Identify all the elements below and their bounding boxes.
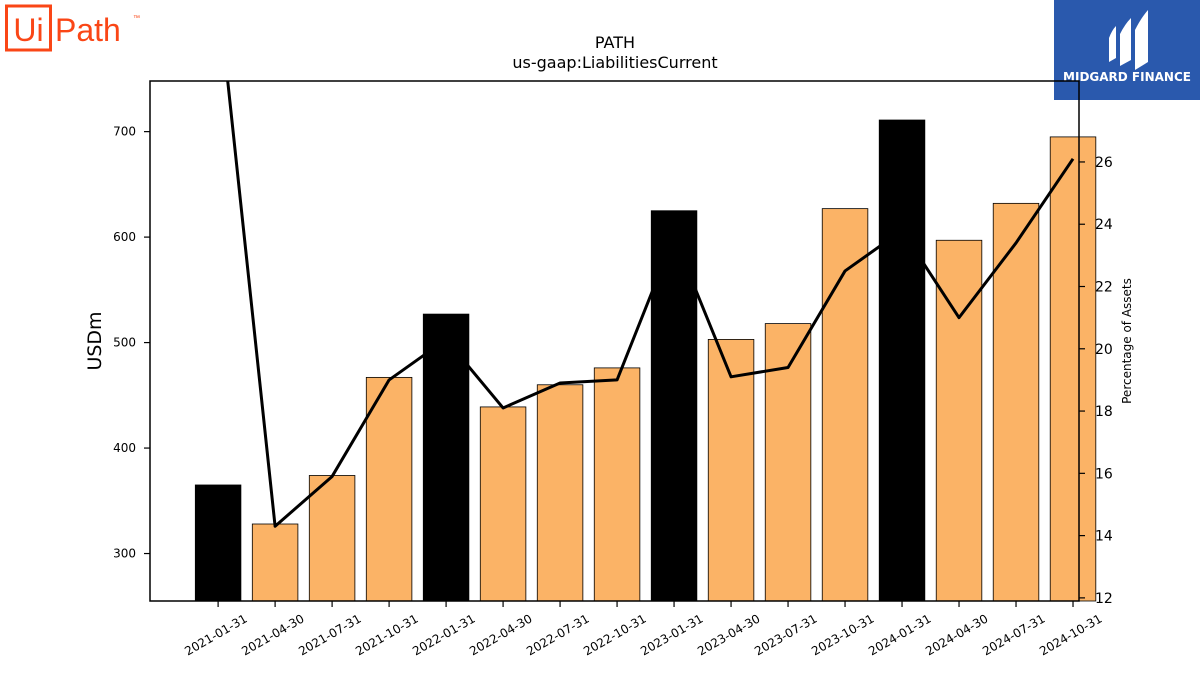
chart-title: PATH xyxy=(595,33,635,52)
x-tick-label: 2021-07-31 xyxy=(296,611,363,658)
percentage-of-assets-line xyxy=(226,81,1075,528)
x-tick-label: 2024-10-31 xyxy=(1037,611,1104,658)
y2-tick-label: 16 xyxy=(1095,466,1113,482)
x-tick-label: 2023-07-31 xyxy=(752,611,819,658)
bar-2021-01-31 xyxy=(194,484,242,602)
uipath-logo: Ui Path ™ xyxy=(5,4,145,58)
y2-tick-label: 14 xyxy=(1095,529,1113,545)
line-series xyxy=(226,81,1075,528)
uipath-logo-path: Path xyxy=(55,12,121,48)
midgard-finance-logo-mark: MIDGARD FINANCE xyxy=(1063,10,1191,84)
x-tick-label: 2023-04-30 xyxy=(695,611,762,658)
x-tick-label: 2024-04-30 xyxy=(923,611,990,658)
y2-tick-label: 26 xyxy=(1095,155,1113,171)
bar-series xyxy=(194,119,1097,602)
y-axis-label: USDm xyxy=(84,311,106,370)
x-tick-label: 2022-07-31 xyxy=(524,611,591,658)
y2-axis-label: Percentage of Assets xyxy=(1120,278,1134,404)
bar-2023-04-30 xyxy=(707,339,755,602)
x-tick-label: 2022-10-31 xyxy=(581,611,648,658)
bar-2024-10-31 xyxy=(1049,136,1097,602)
midgard-logo-stroke-1 xyxy=(1109,26,1116,62)
x-axis-ticks: 2021-01-312021-04-302021-07-312021-10-31… xyxy=(182,601,1105,658)
uipath-logo-mark: Ui Path ™ xyxy=(5,4,140,52)
x-tick-label: 2023-10-31 xyxy=(809,611,876,658)
uipath-logo-tm: ™ xyxy=(133,15,140,22)
x-tick-label: 2024-01-31 xyxy=(866,611,933,658)
y2-axis-ticks: 12 14 16 18 20 22 24 26 xyxy=(1079,155,1113,607)
y-axis-ticks: 300 400 500 600 700 xyxy=(113,125,150,561)
x-tick-label: 2023-01-31 xyxy=(638,611,705,658)
plot-frame xyxy=(149,80,1080,602)
bar-2021-07-31 xyxy=(308,475,356,602)
midgard-logo-stroke-3 xyxy=(1135,10,1148,70)
bar-2022-04-30 xyxy=(479,406,527,602)
y2-tick-label: 24 xyxy=(1095,217,1113,233)
y-tick-label: 400 xyxy=(113,441,136,455)
chart-subtitle: us-gaap:LiabilitiesCurrent xyxy=(512,53,717,72)
x-tick-label: 2021-10-31 xyxy=(353,611,420,658)
bar-2023-01-31 xyxy=(650,210,698,602)
y-tick-label: 700 xyxy=(113,125,136,139)
midgard-logo-text: MIDGARD FINANCE xyxy=(1063,70,1191,84)
bar-2024-01-31 xyxy=(878,119,926,602)
x-tick-label: 2021-04-30 xyxy=(239,611,306,658)
uipath-logo-ui: Ui xyxy=(13,12,43,48)
y2-tick-label: 22 xyxy=(1095,280,1113,296)
y2-tick-label: 12 xyxy=(1095,591,1113,607)
bar-2021-10-31 xyxy=(365,376,413,602)
x-tick-label: 2022-01-31 xyxy=(410,611,477,658)
bar-2022-10-31 xyxy=(593,367,641,602)
uipath-logo-box xyxy=(5,4,52,52)
bar-2022-01-31 xyxy=(422,313,470,602)
bar-2024-07-31 xyxy=(992,202,1040,602)
bar-2023-10-31 xyxy=(821,208,869,602)
midgard-logo-stroke-2 xyxy=(1120,18,1131,66)
y2-tick-label: 20 xyxy=(1095,342,1113,358)
x-tick-label: 2022-04-30 xyxy=(467,611,534,658)
y-tick-label: 500 xyxy=(113,336,136,350)
y-tick-label: 600 xyxy=(113,230,136,244)
bar-2022-07-31 xyxy=(536,384,584,602)
bar-2021-04-30 xyxy=(251,523,299,602)
x-tick-label: 2024-07-31 xyxy=(980,611,1047,658)
y2-tick-label: 18 xyxy=(1095,404,1113,420)
y-tick-label: 300 xyxy=(113,547,136,561)
x-tick-label: 2021-01-31 xyxy=(182,611,249,658)
